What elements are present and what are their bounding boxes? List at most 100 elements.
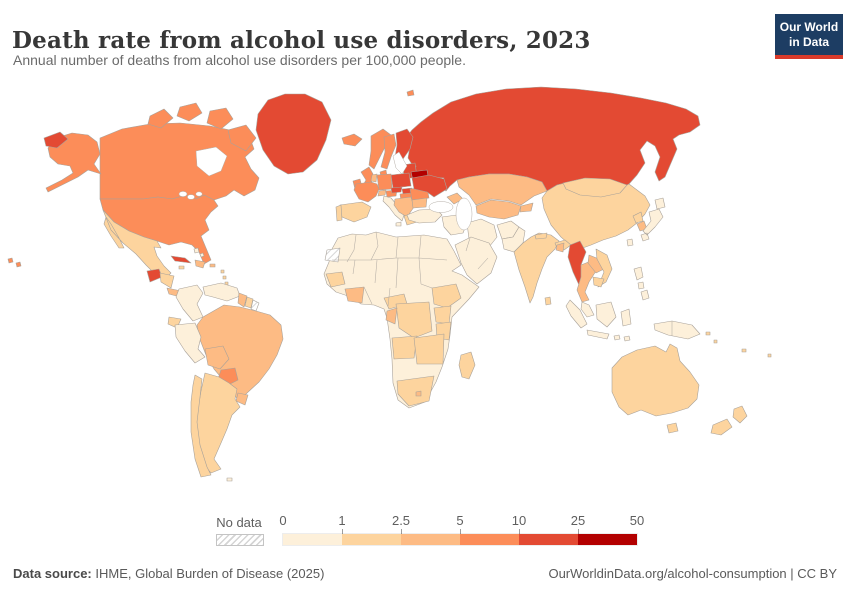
country-india[interactable]	[513, 232, 560, 304]
page-subtitle: Annual number of deaths from alcohol use…	[13, 52, 466, 68]
region-new-guinea[interactable]	[653, 320, 701, 340]
region-turkmenistan-uzbekistan[interactable]	[475, 199, 522, 220]
country-malaysia[interactable]	[580, 301, 595, 318]
legend-bin-swatch[interactable]	[460, 534, 519, 545]
country-germany[interactable]	[376, 173, 393, 191]
owid-credit-link[interactable]: OurWorldinData.org/alcohol-consumption |…	[548, 566, 837, 581]
country-australia[interactable]	[611, 343, 700, 417]
country-japan[interactable]	[640, 197, 666, 242]
country-venezuela[interactable]	[202, 282, 241, 302]
country-norway[interactable]	[368, 89, 415, 170]
map-legend: No data 0 1 2.5 5 10 25 50	[0, 513, 850, 553]
legend-bin-swatch[interactable]	[578, 534, 637, 545]
country-bangladesh[interactable]	[555, 242, 565, 253]
region-cote-divoire-ghana[interactable]	[344, 286, 365, 304]
caspian-sea	[455, 197, 473, 231]
legend-bin-swatch[interactable]	[283, 534, 342, 545]
legend-tick-mark	[519, 529, 520, 535]
world-choropleth-map	[0, 78, 850, 510]
legend-bin-swatch[interactable]	[401, 534, 460, 545]
country-south-africa[interactable]	[396, 375, 435, 407]
region-alaska[interactable]	[45, 132, 102, 193]
country-bulgaria[interactable]	[411, 197, 428, 209]
great-lake-1	[178, 191, 188, 197]
country-philippines[interactable]	[633, 266, 650, 301]
region-russia-chukotka[interactable]	[43, 131, 69, 149]
country-turkey[interactable]	[406, 208, 443, 224]
country-finland[interactable]	[394, 128, 414, 160]
country-ethiopia[interactable]	[431, 283, 462, 309]
region-hawaii[interactable]	[7, 257, 22, 268]
country-colombia[interactable]	[175, 284, 204, 322]
legend-tick-mark	[578, 529, 579, 535]
country-mongolia[interactable]	[562, 177, 628, 198]
great-lake-2	[187, 194, 195, 200]
region-western-sahara-nodata[interactable]	[324, 247, 341, 263]
region-congo-gabon[interactable]	[385, 307, 398, 325]
country-switzerland[interactable]	[377, 189, 387, 197]
country-indonesia[interactable]	[565, 299, 632, 342]
country-lesotho[interactable]	[415, 390, 422, 397]
region-falkland[interactable]	[226, 477, 233, 482]
country-mexico[interactable]	[102, 209, 172, 278]
country-madagascar[interactable]	[458, 351, 476, 380]
legend-no-data-swatch[interactable]	[216, 534, 264, 546]
region-canada-arctic-islands[interactable]	[147, 102, 257, 152]
page-title: Death rate from alcohol use disorders, 2…	[12, 27, 591, 55]
country-north-korea[interactable]	[632, 211, 644, 224]
country-russia[interactable]	[403, 86, 701, 192]
legend-color-bar	[282, 533, 638, 546]
region-kenya-uganda[interactable]	[433, 305, 452, 325]
country-spain[interactable]	[339, 201, 372, 223]
baltic-sea	[392, 151, 408, 175]
region-benelux[interactable]	[370, 173, 378, 183]
country-guyana[interactable]	[237, 292, 248, 308]
country-ukraine[interactable]	[411, 174, 448, 198]
country-chile[interactable]	[190, 374, 212, 478]
region-senegal-guinea[interactable]	[325, 271, 346, 288]
region-tasmania[interactable]	[666, 422, 679, 434]
legend-tick-mark	[460, 529, 461, 535]
country-cuba[interactable]	[170, 255, 192, 264]
country-iceland[interactable]	[341, 133, 363, 147]
country-italy[interactable]	[382, 195, 405, 227]
country-peru[interactable]	[174, 322, 206, 364]
country-cambodia[interactable]	[592, 276, 605, 288]
country-nepal[interactable]	[534, 232, 548, 240]
chart-footer: Data source: IHME, Global Burden of Dise…	[0, 566, 850, 581]
country-pakistan[interactable]	[501, 226, 526, 253]
region-honduras-nicaragua[interactable]	[159, 272, 175, 289]
country-angola[interactable]	[391, 335, 418, 360]
country-puerto-rico[interactable]	[209, 263, 216, 268]
legend-bin-swatch[interactable]	[519, 534, 578, 545]
africa-internal-borders	[332, 231, 448, 307]
region-french-guiana-nodata[interactable]	[250, 299, 260, 312]
country-uruguay[interactable]	[235, 392, 249, 406]
legend-tick-label: 2.5	[391, 513, 411, 528]
country-kazakhstan[interactable]	[456, 173, 548, 206]
black-sea	[428, 201, 454, 213]
region-zambia-zimbabwe-mozambique[interactable]	[413, 333, 445, 365]
owid-logo[interactable]: Our World in Data	[775, 14, 843, 59]
country-dr-congo[interactable]	[395, 301, 433, 339]
country-sri-lanka[interactable]	[544, 296, 552, 306]
region-kyrgyzstan-tajikistan[interactable]	[519, 202, 534, 213]
country-taiwan[interactable]	[626, 238, 634, 247]
country-greenland[interactable]	[255, 93, 332, 175]
region-pacific-islands[interactable]	[705, 331, 772, 358]
legend-no-data-label: No data	[216, 515, 262, 530]
country-bahamas[interactable]	[193, 247, 205, 258]
country-bolivia[interactable]	[204, 345, 230, 370]
country-czechia[interactable]	[390, 186, 403, 194]
region-arabian-peninsula[interactable]	[454, 236, 498, 285]
country-portugal[interactable]	[335, 204, 343, 222]
legend-bin-swatch[interactable]	[342, 534, 401, 545]
country-sweden[interactable]	[380, 133, 397, 170]
country-france[interactable]	[353, 181, 380, 203]
country-poland[interactable]	[390, 172, 412, 189]
country-new-zealand[interactable]	[710, 405, 748, 436]
country-jamaica[interactable]	[178, 265, 185, 270]
country-guatemala[interactable]	[146, 268, 163, 283]
region-hispaniola[interactable]	[194, 259, 206, 269]
